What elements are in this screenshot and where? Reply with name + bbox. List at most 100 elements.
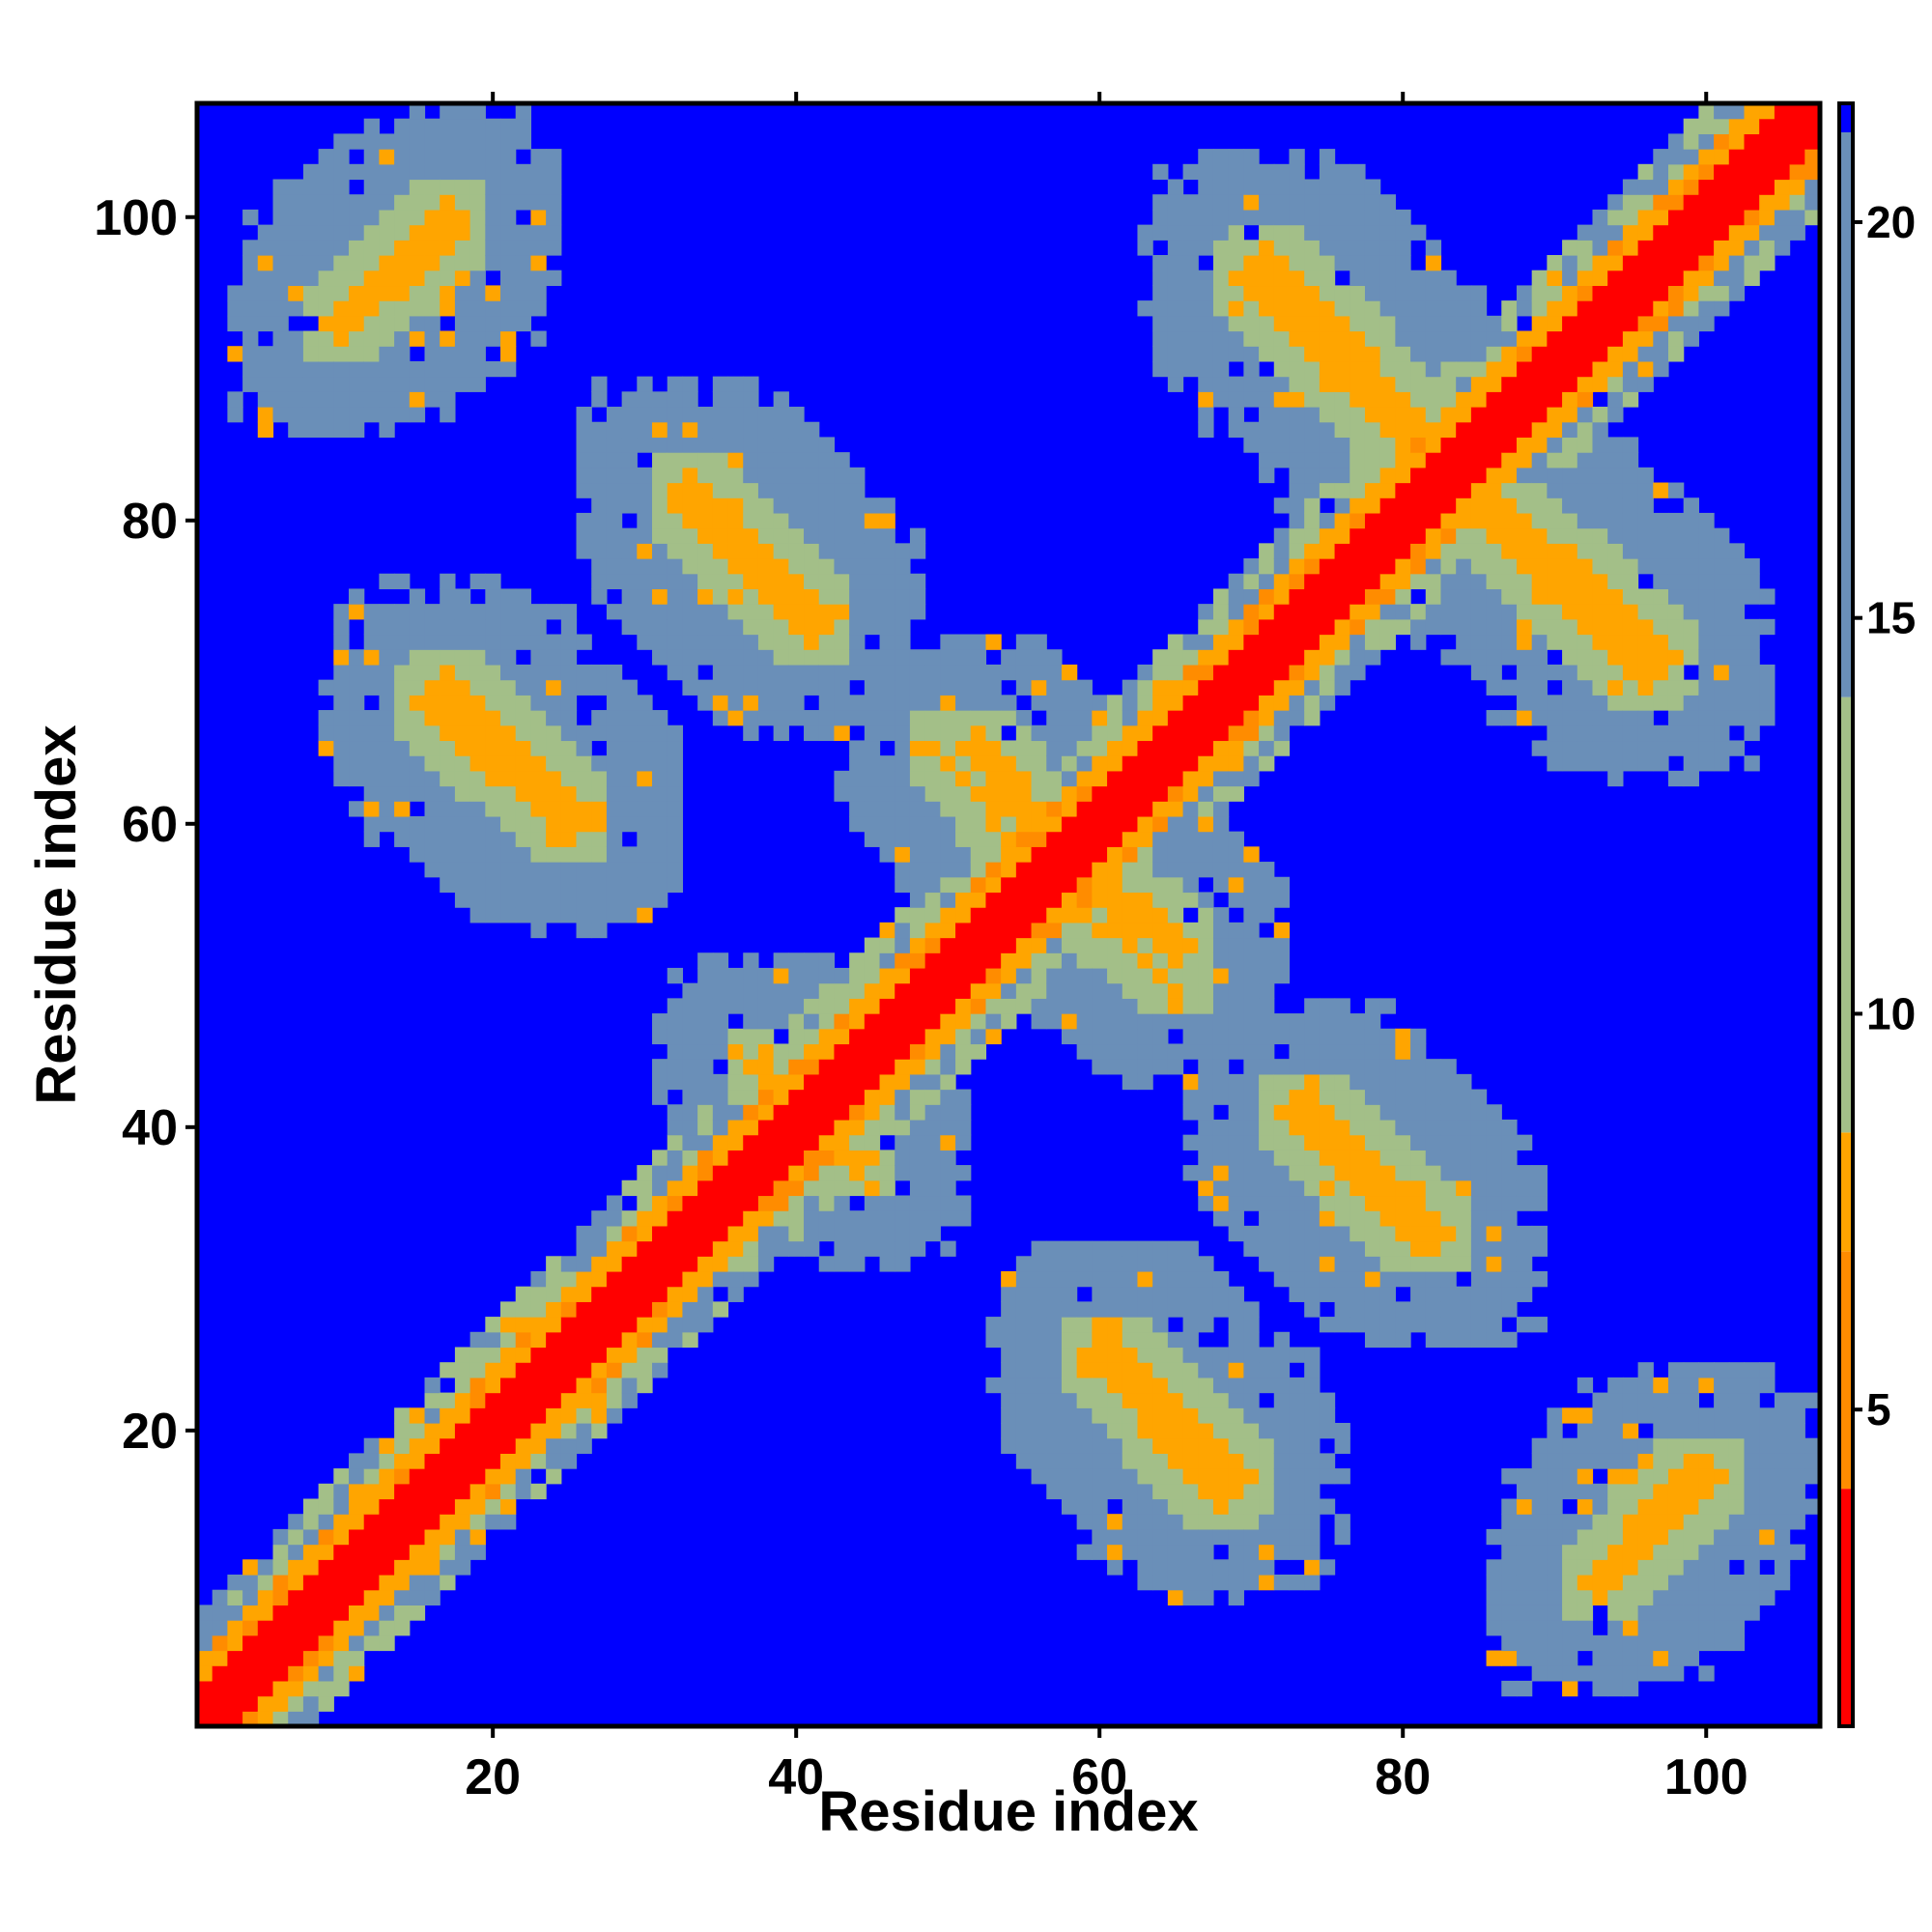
heatmap-cell	[1728, 1544, 1746, 1560]
heatmap-cell	[773, 1150, 789, 1166]
heatmap-cell	[1319, 360, 1336, 378]
heatmap-cell	[879, 937, 895, 953]
heatmap-cell	[712, 634, 729, 650]
heatmap-cell	[1622, 1514, 1639, 1530]
heatmap-cell	[1622, 1605, 1639, 1621]
heatmap-cell	[1364, 1179, 1381, 1197]
heatmap-cell	[227, 1680, 243, 1697]
heatmap-cell	[546, 801, 562, 817]
heatmap-cell	[1562, 1407, 1578, 1424]
heatmap-cell	[1289, 695, 1305, 711]
heatmap-cell	[1092, 1301, 1108, 1318]
heatmap-cell	[1592, 300, 1608, 317]
heatmap-cell	[394, 618, 411, 636]
heatmap-cell	[1667, 588, 1685, 605]
heatmap-cell	[302, 194, 320, 211]
heatmap-cell	[757, 982, 775, 999]
heatmap-cell	[697, 1134, 714, 1151]
heatmap-cell	[895, 876, 911, 894]
heatmap-cell	[955, 664, 972, 681]
heatmap-cell	[1334, 1104, 1350, 1121]
heatmap-cell	[1501, 1544, 1518, 1560]
heatmap-cell	[1562, 664, 1578, 681]
heatmap-cell	[667, 724, 684, 742]
heatmap-cell	[773, 982, 789, 999]
heatmap-cell	[909, 527, 926, 544]
heatmap-cell	[652, 1301, 668, 1318]
heatmap-cell	[1425, 376, 1442, 392]
heatmap-cell	[1273, 1073, 1291, 1091]
heatmap-cell	[1470, 360, 1488, 378]
heatmap-cell	[257, 1559, 274, 1576]
heatmap-cell	[469, 149, 486, 165]
heatmap-cell	[1061, 846, 1078, 863]
heatmap-cell	[1562, 558, 1578, 575]
heatmap-cell	[757, 967, 775, 984]
heatmap-cell	[469, 815, 486, 833]
heatmap-cell	[1759, 710, 1776, 726]
heatmap-cell	[1698, 573, 1715, 590]
heatmap-cell	[757, 527, 775, 544]
heatmap-cell	[333, 1544, 350, 1560]
heatmap-cell	[682, 452, 698, 469]
heatmap-cell	[712, 1195, 729, 1211]
heatmap-cell	[1607, 740, 1624, 756]
heatmap-cell	[1046, 967, 1063, 984]
heatmap-cell	[1228, 149, 1244, 165]
heatmap-cell	[757, 558, 775, 575]
heatmap-cell	[1501, 360, 1518, 378]
heatmap-cell	[1622, 224, 1639, 241]
heatmap-cell	[955, 1043, 972, 1060]
heatmap-cell	[454, 649, 471, 666]
heatmap-cell	[1456, 330, 1472, 347]
heatmap-cell	[970, 679, 987, 696]
heatmap-cell	[1379, 1179, 1396, 1197]
heatmap-cell	[1364, 1043, 1381, 1060]
heatmap-cell	[1182, 982, 1199, 999]
heatmap-cell	[1198, 740, 1214, 756]
heatmap-cell	[1031, 634, 1047, 650]
heatmap-cell	[788, 1119, 805, 1136]
heatmap-cell	[1592, 1589, 1608, 1605]
heatmap-cell	[424, 710, 440, 726]
heatmap-cell	[1167, 740, 1184, 756]
heatmap-cell	[1744, 1377, 1760, 1394]
heatmap-cell	[1470, 497, 1488, 514]
heatmap-cell	[546, 1301, 562, 1318]
heatmap-cell	[1152, 1240, 1169, 1257]
heatmap-cell	[1486, 452, 1502, 469]
heatmap-cell	[1714, 1407, 1730, 1424]
heatmap-cell	[1698, 1528, 1715, 1546]
heatmap-cell	[1364, 998, 1381, 1014]
heatmap-cell	[1076, 801, 1093, 817]
heatmap-cell	[1501, 300, 1518, 317]
heatmap-cell	[1759, 179, 1776, 195]
heatmap-cell	[1789, 1514, 1805, 1530]
heatmap-cell	[1531, 330, 1548, 347]
heatmap-cell	[257, 1665, 274, 1682]
heatmap-cell	[1637, 724, 1654, 742]
heatmap-cell	[560, 618, 578, 636]
heatmap-cell	[697, 1179, 714, 1197]
heatmap-cell	[409, 664, 426, 681]
heatmap-cell	[1198, 421, 1214, 439]
heatmap-cell	[1031, 1453, 1047, 1469]
heatmap-cell	[652, 1240, 668, 1257]
heatmap-cell	[546, 892, 562, 908]
heatmap-cell	[1516, 330, 1533, 347]
heatmap-cell	[1334, 1468, 1350, 1485]
heatmap-cell	[409, 815, 426, 833]
heatmap-cell	[515, 1453, 532, 1469]
heatmap-cell	[834, 452, 850, 469]
heatmap-cell	[1092, 1392, 1108, 1408]
heatmap-cell	[1728, 224, 1746, 241]
heatmap-cell	[302, 240, 320, 256]
heatmap-cell	[1379, 1195, 1396, 1211]
heatmap-cell	[1364, 512, 1381, 529]
heatmap-cell	[1577, 330, 1594, 347]
heatmap-cell	[652, 1195, 668, 1211]
heatmap-cell	[667, 452, 684, 469]
heatmap-cell	[1774, 1468, 1791, 1485]
heatmap-cell	[1137, 862, 1153, 878]
heatmap-cell	[1698, 1468, 1715, 1485]
